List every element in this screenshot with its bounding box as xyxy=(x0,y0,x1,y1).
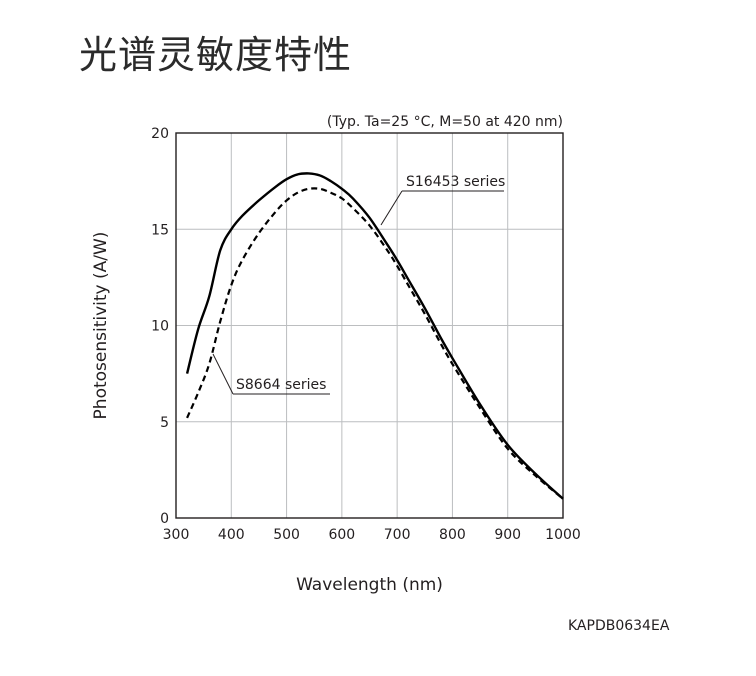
y-tick-label: 5 xyxy=(160,415,169,431)
y-tick-label: 10 xyxy=(151,319,169,335)
y-tick-labels: 0 5 10 15 20 xyxy=(151,126,169,527)
x-tick-label: 400 xyxy=(218,527,245,543)
x-axis-label: Wavelength (nm) xyxy=(296,575,443,595)
series-name-s8664: S8664 series xyxy=(236,377,326,393)
y-tick-label: 0 xyxy=(160,511,169,527)
series-line-s16453 xyxy=(185,172,564,500)
series-label-s16453: S16453 series xyxy=(380,174,505,226)
x-tick-label: 500 xyxy=(273,527,300,543)
x-tick-label: 900 xyxy=(494,527,521,543)
series-line-s8664 xyxy=(186,187,564,500)
plot-frame xyxy=(175,132,564,519)
x-tick-label: 300 xyxy=(163,527,190,543)
leader-line-s8664 xyxy=(212,353,234,395)
y-tick-label: 20 xyxy=(151,126,169,142)
chart-subtitle: (Typ. Ta=25 °C, M=50 at 420 nm) xyxy=(327,114,563,130)
y-axis-label: Photosensitivity (A/W) xyxy=(91,232,111,420)
leader-line-s16453 xyxy=(380,190,403,226)
chart-grid xyxy=(176,133,563,518)
document-code: KAPDB0634EA xyxy=(568,618,670,634)
series-label-s8664: S8664 series xyxy=(212,353,330,395)
x-tick-labels: 300 400 500 600 700 800 900 1000 xyxy=(163,527,581,543)
x-tick-label: 1000 xyxy=(545,527,581,543)
y-tick-label: 15 xyxy=(151,222,169,238)
x-tick-label: 600 xyxy=(328,527,355,543)
series-layer xyxy=(185,172,564,500)
series-name-s16453: S16453 series xyxy=(406,174,505,190)
page-title: 光谱灵敏度特性 xyxy=(79,33,353,77)
x-tick-label: 700 xyxy=(384,527,411,543)
x-tick-label: 800 xyxy=(439,527,466,543)
